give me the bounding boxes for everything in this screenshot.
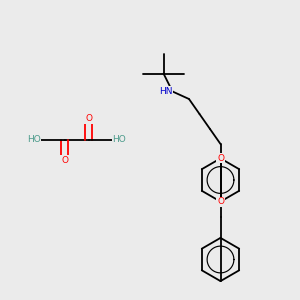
Text: HO: HO xyxy=(27,135,40,144)
Text: O: O xyxy=(85,114,92,123)
Text: HN: HN xyxy=(159,87,172,96)
Text: O: O xyxy=(217,154,224,163)
Text: O: O xyxy=(61,156,68,165)
Text: HO: HO xyxy=(112,135,126,144)
Text: O: O xyxy=(217,197,224,206)
